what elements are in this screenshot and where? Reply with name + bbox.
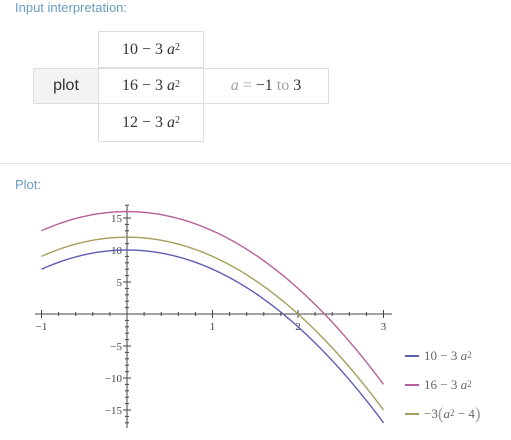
y-tick-label: −15 [105, 405, 123, 417]
legend-swatch-3 [405, 413, 419, 415]
legend-2-constant: 16 [424, 377, 437, 393]
legend-3-prefix: −3 [424, 406, 438, 422]
legend-item-3: −3(a 2 − 4) [405, 406, 481, 422]
legend-3-minus: − [458, 406, 465, 422]
legend-2-coefficient: 3 [451, 377, 458, 393]
legend-3-right-paren: ) [475, 404, 481, 424]
y-tick-label: 15 [111, 213, 123, 225]
x-tick-label: 1 [210, 321, 216, 333]
legend-3-exponent: 2 [450, 408, 455, 418]
legend-1-minus: − [440, 348, 447, 364]
legend-1-constant: 10 [424, 348, 437, 364]
x-tick-label: 3 [381, 321, 387, 333]
y-tick-label: 5 [117, 277, 123, 289]
legend-swatch-1 [405, 355, 419, 357]
series-line-2 [42, 212, 384, 385]
x-tick-label: −1 [36, 321, 48, 333]
series-line-1 [42, 250, 384, 423]
legend-1-coefficient: 3 [451, 348, 458, 364]
legend-swatch-2 [405, 384, 419, 386]
y-tick-label: −5 [110, 341, 122, 353]
legend-2-exponent: 2 [467, 379, 472, 389]
legend-1-exponent: 2 [467, 350, 472, 360]
legend-2-minus: − [440, 377, 447, 393]
y-tick-label: −10 [105, 373, 123, 385]
